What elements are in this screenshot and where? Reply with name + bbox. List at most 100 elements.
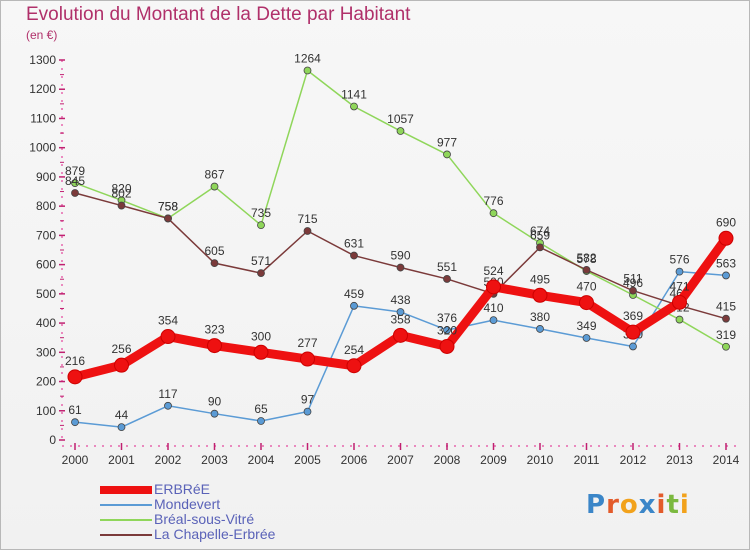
y-tick-label: 1200 [29, 82, 56, 96]
legend-label: Mondevert [154, 496, 221, 512]
series-point-3 [303, 227, 312, 235]
data-label-3: 758 [158, 199, 178, 213]
series-point-1 [164, 401, 172, 410]
series-point-3 [443, 275, 451, 283]
series-point-2 [257, 221, 265, 230]
series-point-0 [393, 327, 408, 343]
legend-label: ERBRéE [154, 481, 211, 497]
series-point-0 [346, 358, 362, 374]
data-label-3: 582 [576, 251, 596, 265]
series-point-1 [582, 334, 591, 342]
proxiti-logo: Proxiti [586, 490, 690, 520]
data-label-1: 61 [68, 403, 82, 417]
series-point-3 [722, 314, 730, 323]
chart-title: Evolution du Montant de la Dette par Hab… [26, 4, 411, 25]
series-point-3 [257, 269, 265, 277]
data-label-2: 776 [483, 194, 503, 208]
x-tick-label: 2005 [294, 453, 321, 467]
series-point-2 [303, 66, 312, 75]
series-point-2 [210, 182, 219, 191]
x-tick-label: 2011 [574, 453, 600, 467]
data-label-3: 590 [390, 249, 410, 263]
data-label-0: 524 [483, 264, 503, 278]
chart-subtitle: (en €) [26, 28, 58, 42]
y-tick-label: 200 [36, 375, 56, 389]
series-point-0 [486, 279, 501, 295]
legend-item: La Chapelle-Erbrée [100, 527, 275, 542]
data-label-2: 319 [716, 328, 736, 342]
x-tick-label: 2006 [341, 453, 368, 467]
data-label-0: 470 [576, 280, 596, 294]
series-point-0 [160, 329, 176, 345]
series-point-1 [443, 326, 451, 334]
series-point-0 [579, 295, 594, 311]
data-label-1: 376 [437, 311, 457, 325]
data-label-3: 631 [344, 237, 364, 251]
legend-swatch [100, 533, 152, 536]
x-tick-label: 2008 [434, 453, 461, 467]
data-label-2: 758 [158, 199, 178, 213]
data-label-3: 551 [437, 260, 457, 274]
x-tick-label: 2014 [713, 453, 740, 467]
data-label-1: 90 [208, 395, 222, 409]
series-point-1 [722, 271, 730, 280]
data-label-3: 845 [65, 174, 85, 188]
series-point-3 [71, 189, 79, 197]
data-label-3: 715 [297, 212, 317, 226]
data-label-1: 563 [716, 256, 736, 270]
x-tick-label: 2009 [480, 453, 507, 467]
series-point-1 [536, 325, 544, 333]
series-point-1 [117, 423, 126, 432]
data-label-0: 300 [251, 329, 271, 343]
y-tick-label: 400 [36, 316, 56, 330]
data-label-2: 674 [530, 224, 550, 238]
data-label-2: 1141 [341, 87, 367, 101]
y-tick-label: 300 [36, 345, 56, 359]
series-point-1 [675, 267, 684, 276]
series-point-2 [350, 102, 358, 111]
y-tick-label: 1300 [29, 53, 56, 67]
series-point-1 [396, 308, 405, 316]
series-point-0 [718, 230, 734, 246]
series-point-2 [396, 127, 405, 135]
data-label-0: 495 [530, 272, 550, 286]
series-point-1 [489, 316, 498, 325]
series-point-0 [67, 369, 83, 385]
data-label-1: 117 [158, 387, 177, 401]
series-point-3 [164, 214, 172, 223]
series-point-0 [532, 287, 548, 303]
data-label-0: 471 [669, 279, 689, 293]
y-tick-label: 900 [36, 170, 56, 184]
data-label-3: 659 [530, 228, 550, 242]
series-point-0 [439, 338, 455, 354]
data-label-3: 415 [716, 300, 736, 314]
x-tick-label: 2000 [62, 453, 89, 467]
data-label-2: 578 [576, 252, 596, 266]
series-point-1 [210, 409, 219, 418]
data-label-3: 802 [111, 187, 131, 201]
data-label-2: 977 [437, 135, 457, 149]
series-point-3 [210, 259, 219, 268]
y-tick-label: 500 [36, 287, 56, 301]
series-point-2 [443, 150, 451, 159]
x-tick-label: 2013 [666, 453, 693, 467]
y-tick-label: 1100 [30, 111, 56, 125]
data-label-0: 358 [390, 312, 410, 326]
x-tick-label: 2002 [155, 453, 182, 467]
x-tick-label: 2010 [527, 453, 554, 467]
series-point-2 [489, 209, 498, 218]
y-tick-label: 800 [36, 199, 56, 213]
data-label-0: 323 [204, 323, 224, 337]
data-label-0: 690 [716, 215, 736, 229]
data-label-1: 349 [576, 319, 596, 333]
data-label-2: 820 [111, 181, 131, 195]
data-label-3: 511 [623, 272, 642, 286]
data-label-3: 571 [251, 254, 271, 268]
series-point-0 [253, 344, 269, 360]
series-point-1 [629, 342, 637, 351]
line-chart: 0 100 200 300 400 500 600 700 800 900 1000 1100 1200… [29, 52, 740, 467]
data-label-2: 879 [65, 164, 85, 178]
series-point-3 [536, 243, 544, 252]
series-point-1 [303, 407, 312, 416]
